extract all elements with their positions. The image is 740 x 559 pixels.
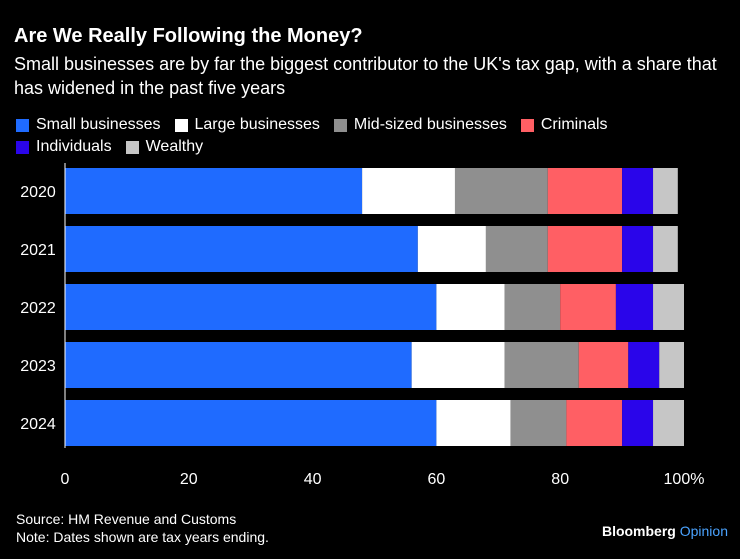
legend-swatch [520,118,534,132]
footer: Source: HM Revenue and Customs Note: Dat… [16,510,269,546]
legend-label: Individuals [36,138,112,155]
category-label: 2023 [20,358,56,375]
brand-name: Bloomberg [601,523,676,539]
bar-segment-large-businesses [436,400,511,446]
legend-label: Small businesses [36,116,161,133]
bar-segment-criminals [547,168,623,214]
bar-segment-criminals [566,400,623,446]
category-label: 2021 [20,242,56,259]
brand-suffix: Opinion [679,523,728,539]
bar-segment-mid-sized-businesses [504,284,561,330]
bar-segment-small-businesses [65,400,437,446]
bar-segment-criminals [578,342,629,388]
legend-label: Mid-sized businesses [353,116,507,133]
bar-segment-individuals [622,400,654,446]
legend-swatch [16,140,29,154]
brand-logo: Bloomberg Opinion [602,523,728,539]
bar-segment-small-businesses [65,226,418,272]
bar-segment-small-businesses [65,284,437,330]
bar-segment-mid-sized-businesses [504,342,579,388]
bar-segment-mid-sized-businesses [510,400,567,446]
bar-segment-wealthy [653,226,678,272]
x-tick-label: 100% [664,471,705,488]
legend-item: Individuals [16,136,112,158]
bar-segment-individuals [622,168,654,214]
x-tick-label: 0 [61,471,70,488]
bar-segment-mid-sized-businesses [454,168,548,214]
legend-item: Small businesses [16,114,161,136]
bar-segment-large-businesses [362,168,455,214]
legend-label: Large businesses [194,116,320,133]
bar-segment-criminals [547,226,623,272]
bar-segment-individuals [622,226,654,272]
bar-segment-wealthy [653,400,684,446]
bar-segment-large-businesses [411,342,505,388]
bar-segment-large-businesses [436,284,505,330]
bar-segment-mid-sized-businesses [485,226,548,272]
date-note: Note: Dates shown are tax years ending. [16,529,269,545]
bar-segment-individuals [615,284,654,330]
bar-segment-wealthy [653,284,684,330]
x-tick-label: 80 [551,471,569,488]
legend-label: Criminals [540,116,608,133]
chart-subtitle: Small businesses are by far the biggest … [14,54,717,98]
legend-swatch [125,140,139,154]
x-tick-label: 20 [180,471,198,488]
legend: Small businesses Large businesses Mid-size… [16,114,731,158]
bar-segment-wealthy [653,168,678,214]
bar-segment-small-businesses [65,342,412,388]
legend-item: Wealthy [125,136,204,158]
legend-item: Criminals [520,114,608,136]
legend-swatch [174,118,188,132]
legend-item: Large businesses [174,114,320,136]
bar-segment-wealthy [659,342,684,388]
bar-segment-criminals [560,284,616,330]
legend-swatch [333,118,347,132]
source-note: Source: HM Revenue and Customs [16,511,237,527]
legend-swatch [16,118,29,132]
bar-segment-individuals [628,342,660,388]
legend-label: Wealthy [145,138,204,155]
legend-item: Mid-sized businesses [333,114,507,136]
category-label: 2022 [20,300,56,317]
category-label: 2024 [20,416,56,433]
bar-segment-small-businesses [65,168,363,214]
chart-title: Are We Really Following the Money? [14,25,363,47]
x-tick-label: 60 [428,471,446,488]
bar-segment-large-businesses [417,226,486,272]
category-label: 2020 [20,184,56,201]
x-tick-label: 40 [304,471,322,488]
